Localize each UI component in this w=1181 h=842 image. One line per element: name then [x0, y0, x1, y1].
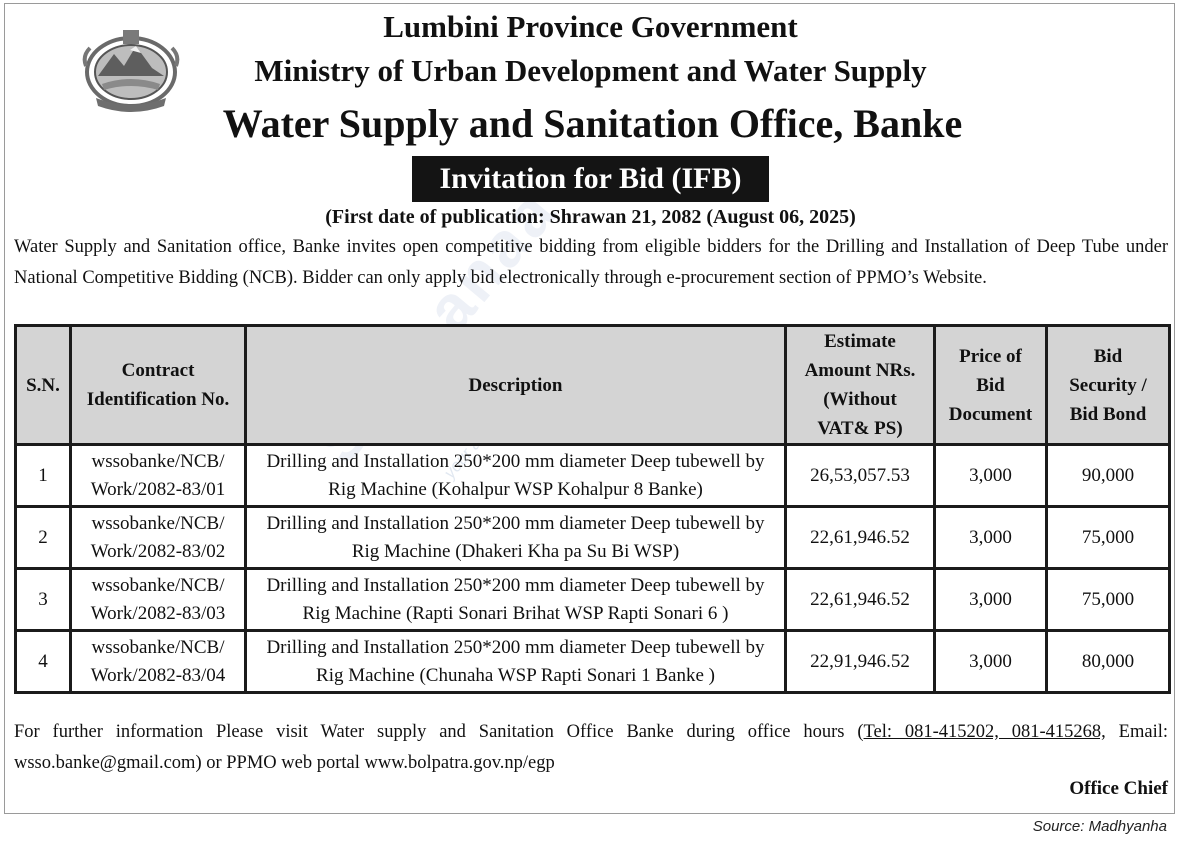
cell-security: 75,000: [1045, 505, 1171, 570]
cell-security: 80,000: [1045, 629, 1171, 694]
col-header-security: Bid Security / Bid Bond: [1045, 324, 1171, 446]
publication-date: (First date of publication: Shrawan 21, …: [325, 206, 856, 228]
cell-sn: 2: [14, 505, 72, 570]
cell-security: 90,000: [1045, 443, 1171, 508]
table-row: 4 wssobanke/NCB/ Work/2082-83/04 Drillin…: [14, 629, 1171, 694]
government-emblem-icon: [82, 30, 180, 112]
bid-table: S.N. Contract Identification No. Descrip…: [14, 324, 1171, 694]
ministry-title: Ministry of Urban Development and Water …: [254, 53, 927, 88]
cell-price: 3,000: [933, 443, 1048, 508]
cell-contract-id: wssobanke/NCB/ Work/2082-83/01: [69, 443, 247, 508]
contact-info: For further information Please visit Wat…: [14, 717, 1168, 779]
cell-contract-id: wssobanke/NCB/ Work/2082-83/03: [69, 567, 247, 632]
source-credit: Source: Madhyanha: [1032, 818, 1167, 835]
table-row: 1 wssobanke/NCB/ Work/2082-83/01 Drillin…: [14, 443, 1171, 508]
cell-estimate: 22,61,946.52: [784, 505, 936, 570]
cell-estimate: 22,91,946.52: [784, 629, 936, 694]
col-header-description: Description: [244, 324, 787, 446]
table-row: 3 wssobanke/NCB/ Work/2082-83/03 Drillin…: [14, 567, 1171, 632]
intro-paragraph: Water Supply and Sanitation office, Bank…: [14, 237, 1168, 288]
cell-price: 3,000: [933, 505, 1048, 570]
table-header-row: S.N. Contract Identification No. Descrip…: [14, 324, 1171, 446]
cell-security: 75,000: [1045, 567, 1171, 632]
contact-info-email: Email: wsso.banke@gmail.com) or PPMO web…: [14, 722, 1168, 773]
cell-sn: 3: [14, 567, 72, 632]
cell-contract-id: wssobanke/NCB/ Work/2082-83/02: [69, 505, 247, 570]
cell-estimate: 26,53,057.53: [784, 443, 936, 508]
notice-frame: [4, 3, 1175, 814]
cell-description: Drilling and Installation 250*200 mm dia…: [244, 443, 787, 508]
cell-description: Drilling and Installation 250*200 mm dia…: [244, 567, 787, 632]
col-header-estimate: Estimate Amount NRs. (Without VAT& PS): [784, 324, 936, 446]
signatory: Office Chief: [1069, 778, 1168, 799]
cell-contract-id: wssobanke/NCB/ Work/2082-83/04: [69, 629, 247, 694]
cell-price: 3,000: [933, 567, 1048, 632]
cell-sn: 4: [14, 629, 72, 694]
office-title: Water Supply and Sanitation Office, Bank…: [222, 101, 963, 146]
col-header-sn: S.N.: [14, 324, 72, 446]
telephone-link[interactable]: Tel: 081-415202, 081-415268,: [863, 722, 1106, 742]
col-header-price: Price of Bid Document: [933, 324, 1048, 446]
cell-sn: 1: [14, 443, 72, 508]
cell-description: Drilling and Installation 250*200 mm dia…: [244, 629, 787, 694]
cell-estimate: 22,61,946.52: [784, 567, 936, 632]
table-row: 2 wssobanke/NCB/ Work/2082-83/02 Drillin…: [14, 505, 1171, 570]
cell-description: Drilling and Installation 250*200 mm dia…: [244, 505, 787, 570]
contact-info-text: For further information Please visit Wat…: [14, 722, 864, 742]
cell-price: 3,000: [933, 629, 1048, 694]
col-header-contract-id: Contract Identification No.: [69, 324, 247, 446]
province-title: Lumbini Province Government: [383, 9, 798, 44]
notice-title-banner: Invitation for Bid (IFB): [412, 156, 769, 202]
